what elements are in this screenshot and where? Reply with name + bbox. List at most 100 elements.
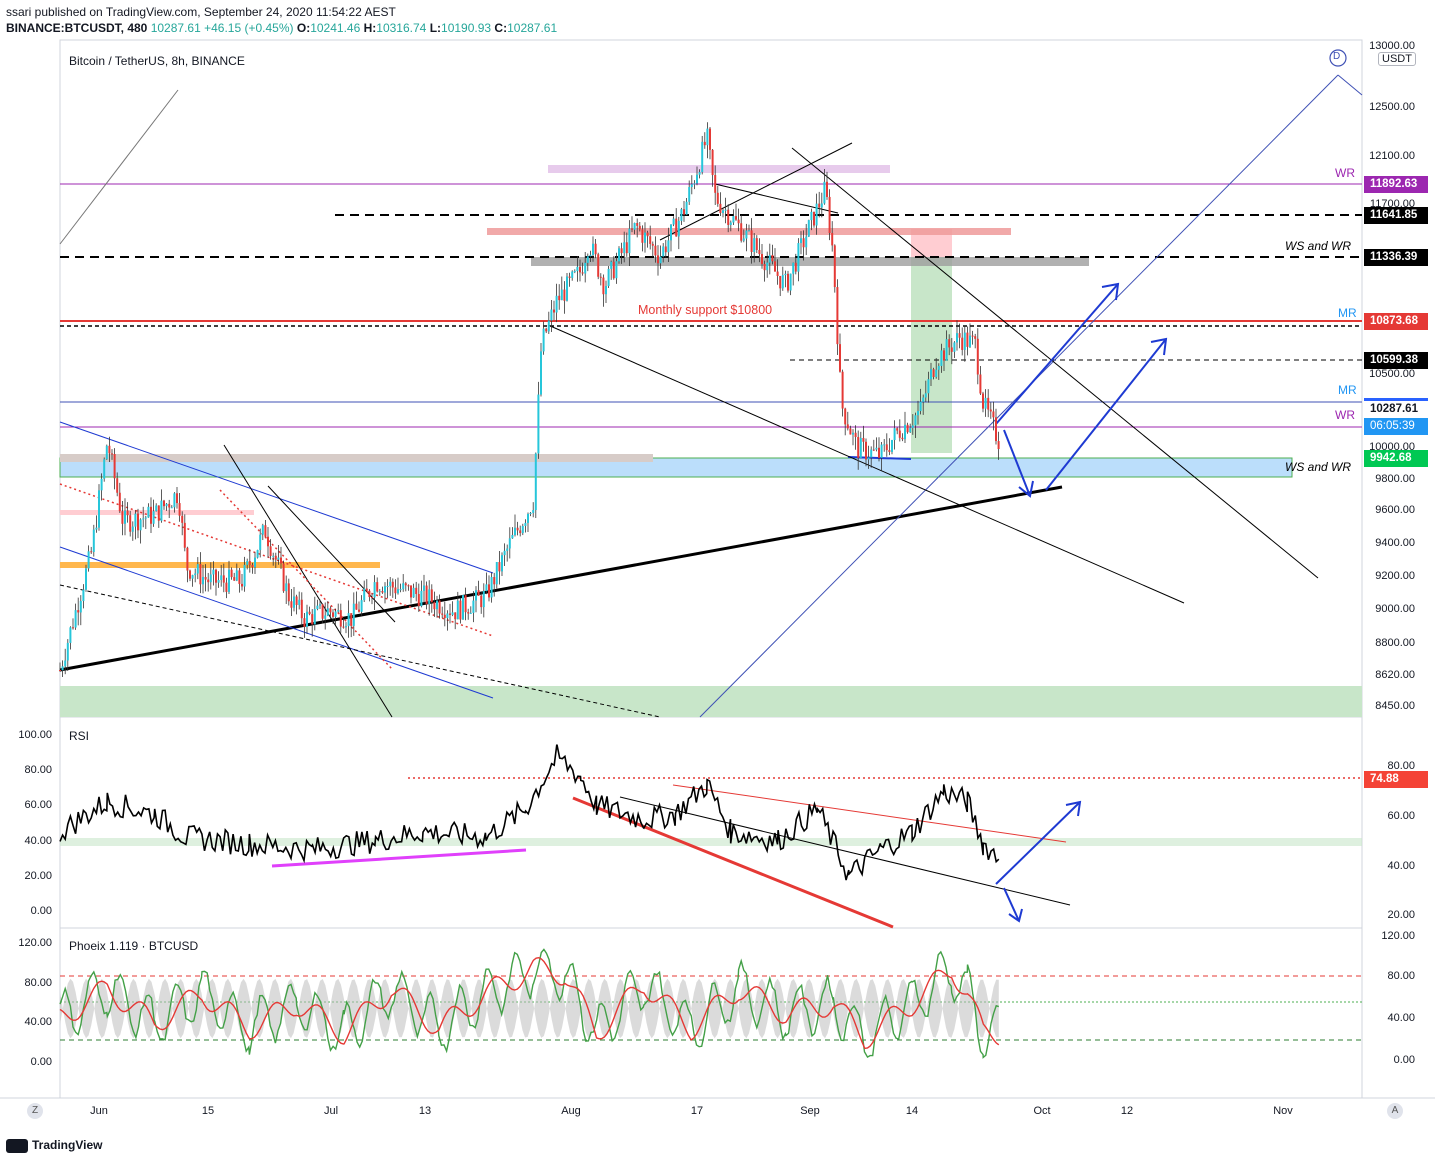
candle-body bbox=[103, 459, 106, 479]
candle-body bbox=[566, 276, 568, 301]
candle-body bbox=[649, 236, 652, 244]
candle bbox=[116, 472, 119, 497]
candle-body bbox=[108, 445, 111, 454]
candle-body bbox=[365, 588, 368, 591]
candle bbox=[238, 567, 241, 593]
candle bbox=[105, 444, 108, 460]
price-tick: 9200.00 bbox=[1375, 570, 1415, 582]
candle bbox=[503, 543, 506, 567]
candle bbox=[631, 216, 633, 233]
candle bbox=[313, 596, 316, 631]
candle-body bbox=[402, 583, 405, 590]
candle-body bbox=[969, 335, 971, 347]
candle bbox=[862, 425, 865, 452]
candle-body bbox=[867, 457, 870, 460]
candle-body bbox=[480, 595, 483, 608]
candle bbox=[628, 220, 631, 267]
candle-body bbox=[324, 615, 327, 619]
candle bbox=[545, 327, 548, 334]
candle-body bbox=[880, 444, 883, 458]
candle bbox=[477, 580, 480, 596]
candle-body bbox=[220, 575, 223, 580]
candle-body bbox=[389, 581, 392, 586]
candle bbox=[659, 245, 662, 269]
blue-channel-top bbox=[59, 421, 494, 574]
candle bbox=[163, 499, 165, 510]
candle bbox=[672, 216, 675, 227]
candle bbox=[618, 246, 620, 264]
candle bbox=[555, 283, 558, 323]
candle-body bbox=[836, 287, 839, 345]
candle-body bbox=[230, 569, 233, 578]
candle bbox=[441, 606, 444, 618]
candle bbox=[389, 577, 392, 596]
candle bbox=[425, 581, 428, 610]
candle bbox=[550, 300, 553, 333]
candle-body bbox=[293, 596, 295, 608]
candle-body bbox=[269, 546, 272, 556]
candle-body bbox=[927, 379, 930, 394]
candle bbox=[378, 589, 381, 596]
candle bbox=[295, 594, 298, 615]
candle-body bbox=[599, 276, 602, 278]
candle-body bbox=[264, 525, 267, 537]
candle-body bbox=[729, 222, 732, 225]
candle bbox=[560, 276, 563, 301]
candle-body bbox=[841, 371, 844, 409]
candle-body bbox=[831, 232, 834, 246]
candle-body bbox=[235, 570, 238, 581]
candle-body bbox=[932, 369, 935, 377]
candle-body bbox=[326, 608, 329, 616]
candle bbox=[992, 401, 995, 431]
level-label-mr-2: MR bbox=[1338, 383, 1357, 397]
auto-scale-button[interactable]: A bbox=[1387, 1103, 1403, 1119]
candle bbox=[251, 562, 254, 574]
candle bbox=[792, 262, 795, 286]
candle bbox=[319, 599, 321, 609]
zoom-reset-button[interactable]: Z bbox=[27, 1103, 43, 1119]
candle-body bbox=[339, 610, 342, 627]
candle-body bbox=[688, 187, 691, 202]
candle bbox=[771, 244, 774, 265]
candle-body bbox=[727, 209, 730, 225]
candle bbox=[675, 208, 678, 237]
candle-body bbox=[215, 569, 217, 583]
candle-body bbox=[930, 369, 932, 380]
candle-body bbox=[295, 596, 298, 605]
candle bbox=[196, 557, 199, 580]
candle bbox=[365, 579, 368, 591]
rsi-right-tick: 40.00 bbox=[1387, 860, 1415, 872]
candle bbox=[914, 412, 917, 438]
currency-badge[interactable]: USDT bbox=[1378, 52, 1416, 66]
candle bbox=[935, 358, 938, 379]
candle-body bbox=[914, 415, 917, 426]
candle-body bbox=[521, 526, 524, 534]
candle bbox=[269, 539, 272, 560]
ohlc-line: BINANCE:BTCUSDT, 480 10287.61 +46.15 (+0… bbox=[6, 20, 557, 36]
candle bbox=[667, 227, 670, 263]
candle-body bbox=[555, 295, 558, 313]
candle bbox=[982, 391, 984, 413]
candle bbox=[805, 223, 808, 256]
candle bbox=[233, 572, 236, 581]
candle bbox=[449, 603, 451, 624]
candle-body bbox=[399, 589, 402, 591]
candle-body bbox=[142, 518, 145, 520]
phoeix-right-tick: 80.00 bbox=[1387, 970, 1415, 982]
candle-body bbox=[940, 350, 943, 366]
candle-body bbox=[100, 478, 103, 491]
d-badge-text: D bbox=[1333, 51, 1341, 62]
candle bbox=[72, 618, 74, 630]
candle-body bbox=[368, 590, 371, 598]
candle-body bbox=[794, 262, 797, 272]
candle bbox=[150, 497, 152, 534]
candle-body bbox=[696, 174, 698, 184]
candle-body bbox=[750, 230, 753, 252]
candle bbox=[589, 250, 592, 262]
candle bbox=[532, 502, 535, 518]
candle-body bbox=[813, 211, 815, 226]
candle bbox=[61, 660, 64, 677]
candle bbox=[394, 579, 397, 599]
candle-body bbox=[98, 490, 100, 528]
